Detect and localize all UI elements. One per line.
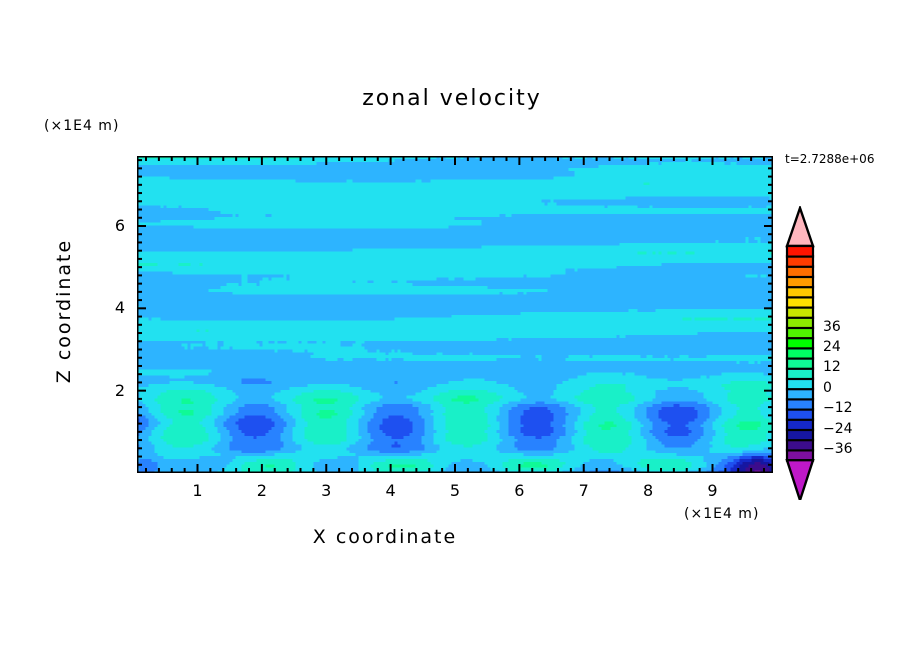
x-tick-label: 9 — [707, 481, 718, 500]
chart-title: zonal velocity — [362, 86, 542, 111]
x-tick-label: 3 — [321, 481, 332, 500]
x-tick-label: 7 — [578, 481, 589, 500]
contour-plot-area — [137, 156, 773, 473]
y-tick-label: 2 — [114, 380, 125, 400]
x-axis-title: X coordinate — [312, 526, 458, 548]
x-tick-label: 5 — [449, 481, 461, 500]
colorbar-tick-label: −12 — [823, 400, 853, 417]
colorbar-tick-label: 12 — [823, 359, 841, 376]
x-tick-label: 1 — [192, 481, 203, 500]
x-axis-unit-label: (×1E4 m) — [684, 506, 760, 522]
y-axis-title: Z coordinate — [53, 238, 75, 384]
colorbar-tick-label: −24 — [823, 420, 853, 437]
colorbar-tick-label: 36 — [823, 318, 841, 335]
colorbar-swatches — [785, 204, 815, 505]
colorbar-tick-label: 24 — [823, 339, 841, 355]
contour-field — [137, 156, 773, 473]
colorbar-tick-label: −36 — [823, 441, 853, 457]
y-tick-label: 6 — [114, 215, 125, 235]
x-tick-label: 8 — [643, 481, 654, 500]
colorbar — [779, 204, 827, 505]
colorbar-tick-label: 0 — [823, 379, 832, 396]
x-tick-label: 4 — [385, 481, 396, 500]
x-tick-label: 6 — [514, 481, 525, 500]
y-tick-label: 4 — [114, 298, 125, 318]
y-axis-unit-label: (×1E4 m) — [44, 118, 120, 134]
time-annotation: t=2.7288e+06 — [785, 152, 875, 166]
x-tick-label: 2 — [256, 481, 267, 500]
